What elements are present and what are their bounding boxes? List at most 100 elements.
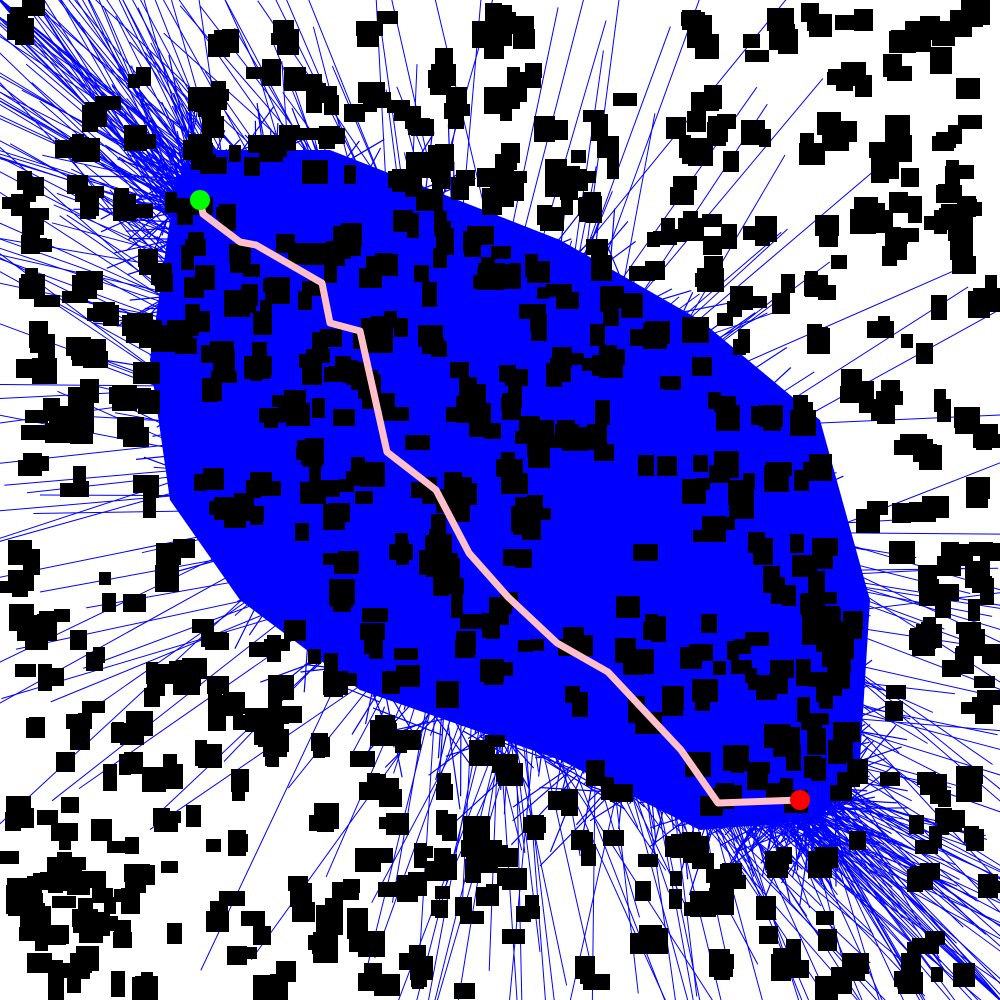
- obstacle-block: [253, 975, 272, 1000]
- obstacle-block: [959, 629, 985, 656]
- obstacle-block: [66, 337, 91, 356]
- obstacle-block: [49, 410, 76, 426]
- tree-edge: [782, 742, 904, 1000]
- obstacle-block: [444, 103, 459, 119]
- obstacle-block: [920, 780, 933, 795]
- obstacle-block: [781, 274, 795, 293]
- tree-edge: [539, 534, 550, 572]
- obstacle-block: [842, 964, 856, 979]
- obstacle-block: [531, 314, 547, 341]
- obstacle-block: [682, 317, 709, 343]
- obstacle-block: [581, 844, 596, 866]
- obstacle-block: [519, 416, 540, 434]
- tree-edge: [531, 720, 713, 1000]
- obstacle-block: [201, 345, 214, 363]
- tree-edge: [383, 610, 402, 637]
- tree-edge: [51, 222, 204, 264]
- tree-edge: [614, 754, 664, 772]
- obstacle-block: [566, 169, 587, 184]
- obstacle-block: [482, 613, 496, 638]
- obstacle-block: [687, 34, 708, 48]
- tree-edge: [663, 720, 698, 997]
- tree-edge: [57, 390, 330, 513]
- tree-edge: [529, 651, 541, 674]
- obstacle-block: [756, 896, 776, 920]
- obstacle-block: [763, 410, 781, 431]
- tree-edge: [538, 716, 551, 739]
- obstacle-block: [502, 929, 525, 944]
- obstacle-block: [375, 715, 395, 728]
- obstacle-block: [910, 867, 933, 890]
- obstacle-block: [419, 550, 446, 575]
- obstacle-block: [811, 758, 826, 781]
- tree-edge: [781, 801, 837, 884]
- tree-edge: [728, 535, 740, 556]
- tree-edge: [731, 454, 799, 470]
- obstacle-block: [889, 192, 908, 213]
- tree-edge: [274, 446, 296, 542]
- obstacle-block: [224, 290, 250, 317]
- obstacle-block: [748, 532, 765, 553]
- tree-edge: [472, 640, 492, 748]
- obstacle-block: [786, 939, 801, 963]
- obstacle-block: [810, 713, 829, 725]
- tree-edge: [600, 384, 633, 430]
- tree-edge: [464, 551, 469, 588]
- obstacle-block: [91, 819, 112, 841]
- obstacle-block: [679, 135, 691, 158]
- tree-edge: [547, 468, 645, 500]
- tree-edge: [515, 78, 824, 446]
- tree-edge: [499, 648, 526, 854]
- obstacle-block: [16, 359, 40, 378]
- obstacle-block: [229, 244, 251, 263]
- tree-edge: [698, 545, 720, 585]
- obstacle-block: [683, 211, 698, 236]
- tree-edge: [43, 0, 258, 340]
- tree-edge: [683, 286, 969, 470]
- obstacle-block: [958, 115, 982, 129]
- obstacle-block: [142, 767, 166, 792]
- tree-edge: [541, 466, 574, 549]
- obstacle-block: [756, 682, 777, 700]
- obstacle-block: [578, 198, 596, 216]
- tree-edge: [644, 485, 675, 531]
- obstacle-block: [980, 543, 1000, 561]
- obstacle-block: [208, 704, 226, 731]
- tree-edge: [592, 745, 620, 782]
- obstacle-block: [660, 376, 681, 389]
- tree-edge: [710, 655, 734, 662]
- obstacle-block: [692, 679, 718, 702]
- tree-edge: [701, 613, 804, 641]
- tree-edge: [481, 208, 525, 246]
- obstacle-block: [673, 176, 697, 190]
- tree-edge: [724, 741, 1000, 873]
- tree-edge: [330, 648, 407, 668]
- tree-edge: [447, 303, 509, 353]
- obstacle-block: [956, 78, 980, 99]
- tree-edge: [691, 711, 727, 723]
- tree-edge: [688, 361, 724, 419]
- tree-edge: [552, 543, 571, 629]
- obstacle-block: [78, 898, 93, 918]
- obstacle-block: [209, 501, 232, 515]
- tree-edge: [722, 688, 1000, 776]
- tree-edge: [303, 619, 311, 693]
- obstacle-block: [721, 224, 737, 249]
- obstacle-block: [70, 726, 90, 750]
- tree-edge: [571, 0, 700, 349]
- obstacle-block: [856, 509, 880, 533]
- obstacle-block: [114, 920, 131, 942]
- tree-edge: [0, 75, 204, 190]
- tree-edge: [567, 569, 597, 585]
- tree-edge: [527, 533, 567, 603]
- obstacle-block: [309, 462, 321, 489]
- tree-edge: [525, 576, 549, 607]
- obstacle-block: [263, 279, 276, 292]
- obstacle-block: [230, 261, 250, 273]
- tree-edge: [468, 587, 479, 614]
- tree-edge: [424, 701, 471, 766]
- tree-edge: [455, 241, 468, 288]
- tree-edge: [553, 699, 629, 765]
- tree-edge: [580, 533, 631, 628]
- tree-edge: [50, 531, 465, 703]
